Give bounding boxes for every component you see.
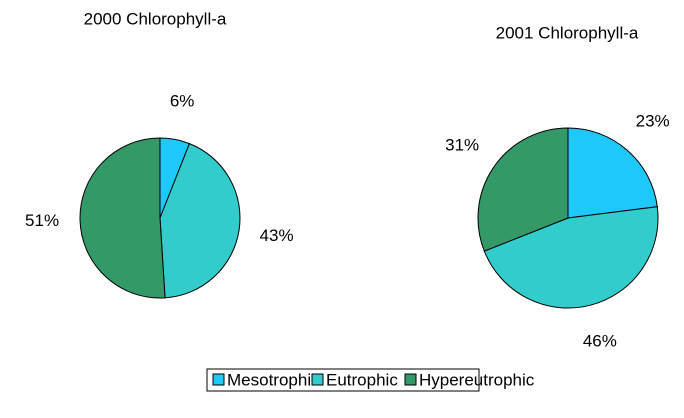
legend-swatch: [311, 373, 324, 386]
legend-label: Hypereutrophic: [419, 370, 535, 389]
legend-label: Mesotrophic: [227, 370, 320, 389]
chart-title: 2000 Chlorophyll-a: [84, 9, 227, 28]
pie-slice: [567, 127, 658, 219]
legend-swatch: [404, 373, 417, 386]
pie-slice: [159, 142, 241, 299]
pie-slice: [483, 206, 659, 309]
pie-slice: [477, 127, 569, 252]
pie-slice: [79, 137, 166, 299]
data-label: 6%: [170, 92, 195, 111]
chart-title: 2001 Chlorophyll-a: [496, 23, 639, 42]
data-label: 23%: [636, 111, 670, 130]
data-label: 31%: [445, 136, 479, 155]
legend-swatch: [212, 373, 225, 386]
data-label: 43%: [260, 226, 294, 245]
data-label: 51%: [25, 211, 59, 230]
data-label: 46%: [583, 331, 617, 350]
legend-label: Eutrophic: [326, 370, 398, 389]
